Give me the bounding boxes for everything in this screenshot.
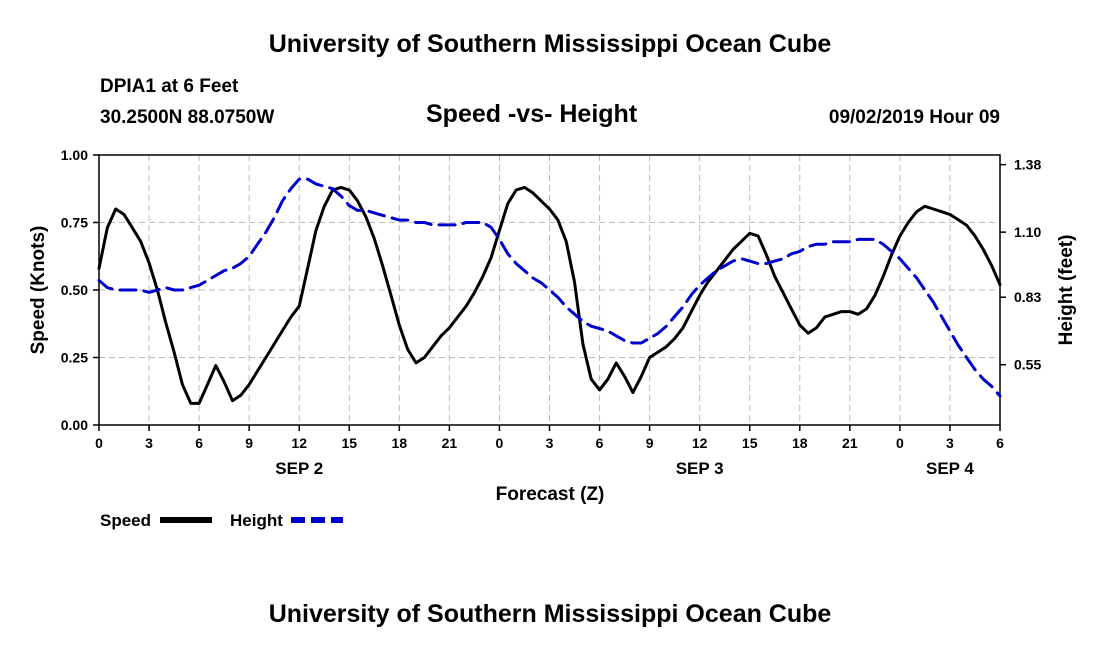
y-tick-label: 0.75	[61, 215, 88, 231]
y2-tick-label: 0.55	[1014, 357, 1041, 373]
x-tick-label: 3	[546, 435, 554, 451]
y-tick-label: 1.00	[61, 147, 88, 163]
speed-series-line	[97, 185, 1002, 405]
chart-axes: 0 3 6 9 12 15 18 21 0 3 6 9 12 15 18 21 0 3 6 SEP 2 SEP 3 SEP…	[61, 147, 1042, 478]
x-day-label: SEP 3	[676, 459, 724, 478]
legend-speed-label: Speed	[100, 511, 151, 530]
x-tick-label: 9	[245, 435, 253, 451]
chart-subtitle: Speed -vs- Height	[426, 100, 638, 128]
y-axis-label: Speed (Knots)	[28, 226, 49, 355]
x-tick-label: 3	[946, 435, 954, 451]
x-tick-label: 6	[996, 435, 1004, 451]
x-tick-label: 9	[646, 435, 654, 451]
chart-legend: Speed Height	[100, 511, 343, 530]
forecast-datetime: 09/02/2019 Hour 09	[828, 107, 1000, 128]
station-name: DPIA1 at 6 Feet	[100, 76, 239, 97]
x-tick-label: 15	[742, 435, 758, 451]
chart-series	[97, 177, 1002, 405]
x-tick-label: 0	[496, 435, 504, 451]
y-tick-label: 0.50	[61, 282, 88, 298]
x-tick-label: 12	[291, 435, 307, 451]
height-series-line	[97, 177, 1002, 398]
y2-tick-label: 1.10	[1014, 224, 1041, 240]
x-tick-label: 6	[195, 435, 203, 451]
legend-height-label: Height	[230, 511, 283, 530]
x-tick-label: 18	[392, 435, 408, 451]
page-title: University of Southern Mississippi Ocean…	[268, 30, 832, 58]
y2-tick-label: 1.38	[1014, 157, 1041, 173]
x-tick-label: 18	[792, 435, 808, 451]
x-tick-label: 21	[442, 435, 458, 451]
x-day-label: SEP 2	[275, 459, 323, 478]
station-location: 30.2500N 88.0750W	[100, 107, 275, 128]
x-tick-label: 6	[596, 435, 604, 451]
x-tick-label: 21	[842, 435, 858, 451]
x-axis-label: Forecast (Z)	[496, 484, 605, 505]
y2-tick-label: 0.83	[1014, 289, 1041, 305]
x-tick-label: 0	[95, 435, 103, 451]
chart-grid	[99, 155, 1000, 425]
x-tick-label: 12	[692, 435, 708, 451]
y-tick-label: 0.00	[61, 417, 88, 433]
x-tick-label: 0	[896, 435, 904, 451]
y2-axis-label: Height (feet)	[1056, 235, 1077, 346]
x-tick-label: 3	[145, 435, 153, 451]
y-tick-label: 0.25	[61, 350, 88, 366]
footer-title: University of Southern Mississippi Ocean…	[268, 600, 832, 628]
x-tick-label: 15	[341, 435, 357, 451]
x-day-label: SEP 4	[926, 459, 974, 478]
